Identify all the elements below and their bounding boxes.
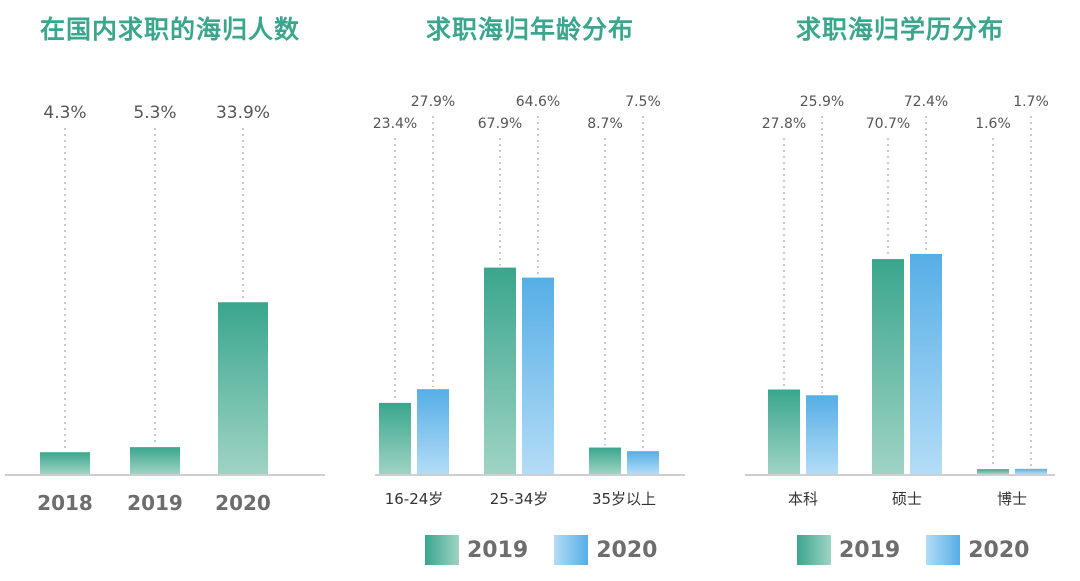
legend-swatch-2020 [554, 535, 589, 565]
tick-label: 本科 [788, 490, 818, 508]
tick-label: 16-24岁 [385, 490, 444, 508]
data-label: 72.4% [904, 94, 948, 110]
data-label: 25.9% [800, 94, 844, 110]
data-label: 1.6% [975, 116, 1011, 132]
legend-item-2020: 2020 [926, 535, 1029, 565]
tick-label: 2020 [215, 491, 271, 515]
legend: 2019 2020 [425, 535, 683, 565]
chart-plot: 27.8% 25.9% 本科 70.7% 72.4% 硕士 1.6%1.7% 博士 [745, 94, 1055, 508]
data-label: 7.5% [625, 94, 661, 110]
legend-label: 2020 [596, 537, 658, 563]
bar-2019-1 [872, 259, 904, 474]
bar-value-0 [40, 452, 90, 474]
bar-2020-0 [417, 389, 449, 474]
legend-swatch-2020 [926, 535, 961, 565]
chart-plot: 23.4% 27.9% 16-24岁 67.9% 64.6% 25-34岁 8.7%7.5%… [373, 94, 685, 508]
bar-2019-1 [484, 267, 516, 474]
legend-item-2020: 2020 [554, 535, 657, 565]
data-label: 1.7% [1013, 94, 1049, 110]
tick-label: 2018 [37, 491, 93, 515]
chart-title: 在国内求职的海归人数 [39, 15, 300, 44]
bar-2020-1 [522, 277, 554, 474]
bar-2019-2 [589, 447, 621, 474]
legend-label: 2019 [839, 537, 901, 563]
tick-label: 25-34岁 [490, 490, 549, 508]
tick-label: 硕士 [892, 490, 922, 508]
data-label: 33.9% [216, 103, 270, 123]
data-label: 5.3% [133, 103, 176, 123]
chart-title: 求职海归学历分布 [795, 15, 1004, 44]
bar-2019-0 [379, 402, 411, 474]
data-label: 64.6% [516, 94, 560, 110]
data-label: 70.7% [866, 116, 910, 132]
chart-plot: 4.3% 2018 5.3% 2019 33.9% 2020 [5, 103, 325, 515]
legend-label: 2019 [467, 537, 529, 563]
data-label: 8.7% [587, 116, 623, 132]
chart-title: 求职海归年龄分布 [425, 15, 634, 44]
legend-label: 2020 [968, 537, 1030, 563]
bar-2020-2 [1015, 468, 1047, 474]
bar-2020-0 [806, 395, 838, 474]
chart-panel-returnee-count: 在国内求职的海归人数 4.3% 2018 5.3% 2019 33.9% 2020 [0, 0, 340, 581]
bar-2019-2 [977, 469, 1009, 474]
data-label: 27.9% [411, 94, 455, 110]
tick-label: 博士 [997, 490, 1027, 508]
legend: 2019 2020 [797, 535, 1055, 565]
tick-label: 2019 [127, 491, 183, 515]
legend-swatch-2019 [797, 535, 831, 565]
bar-value-2 [218, 302, 268, 474]
bar-2019-0 [768, 389, 800, 474]
tick-label: 35岁以上 [592, 490, 656, 508]
data-label: 4.3% [43, 103, 86, 123]
data-label: 23.4% [373, 116, 417, 132]
bar-value-1 [130, 447, 180, 474]
bar-2020-1 [910, 253, 942, 474]
chart-panel-age-distribution: 求职海归年龄分布 23.4% 27.9% 16-24岁 67.9% 64.6% 25-34… [365, 0, 695, 581]
data-label: 27.8% [762, 116, 806, 132]
legend-item-2019: 2019 [425, 535, 528, 565]
bar-2020-2 [627, 451, 659, 474]
legend-item-2019: 2019 [797, 535, 900, 565]
data-label: 67.9% [478, 116, 522, 132]
legend-swatch-2019 [425, 535, 459, 565]
chart-panel-education-distribution: 求职海归学历分布 27.8% 25.9% 本科 70.7% 72.4% 硕士 1.6% 1.7… [735, 0, 1065, 581]
